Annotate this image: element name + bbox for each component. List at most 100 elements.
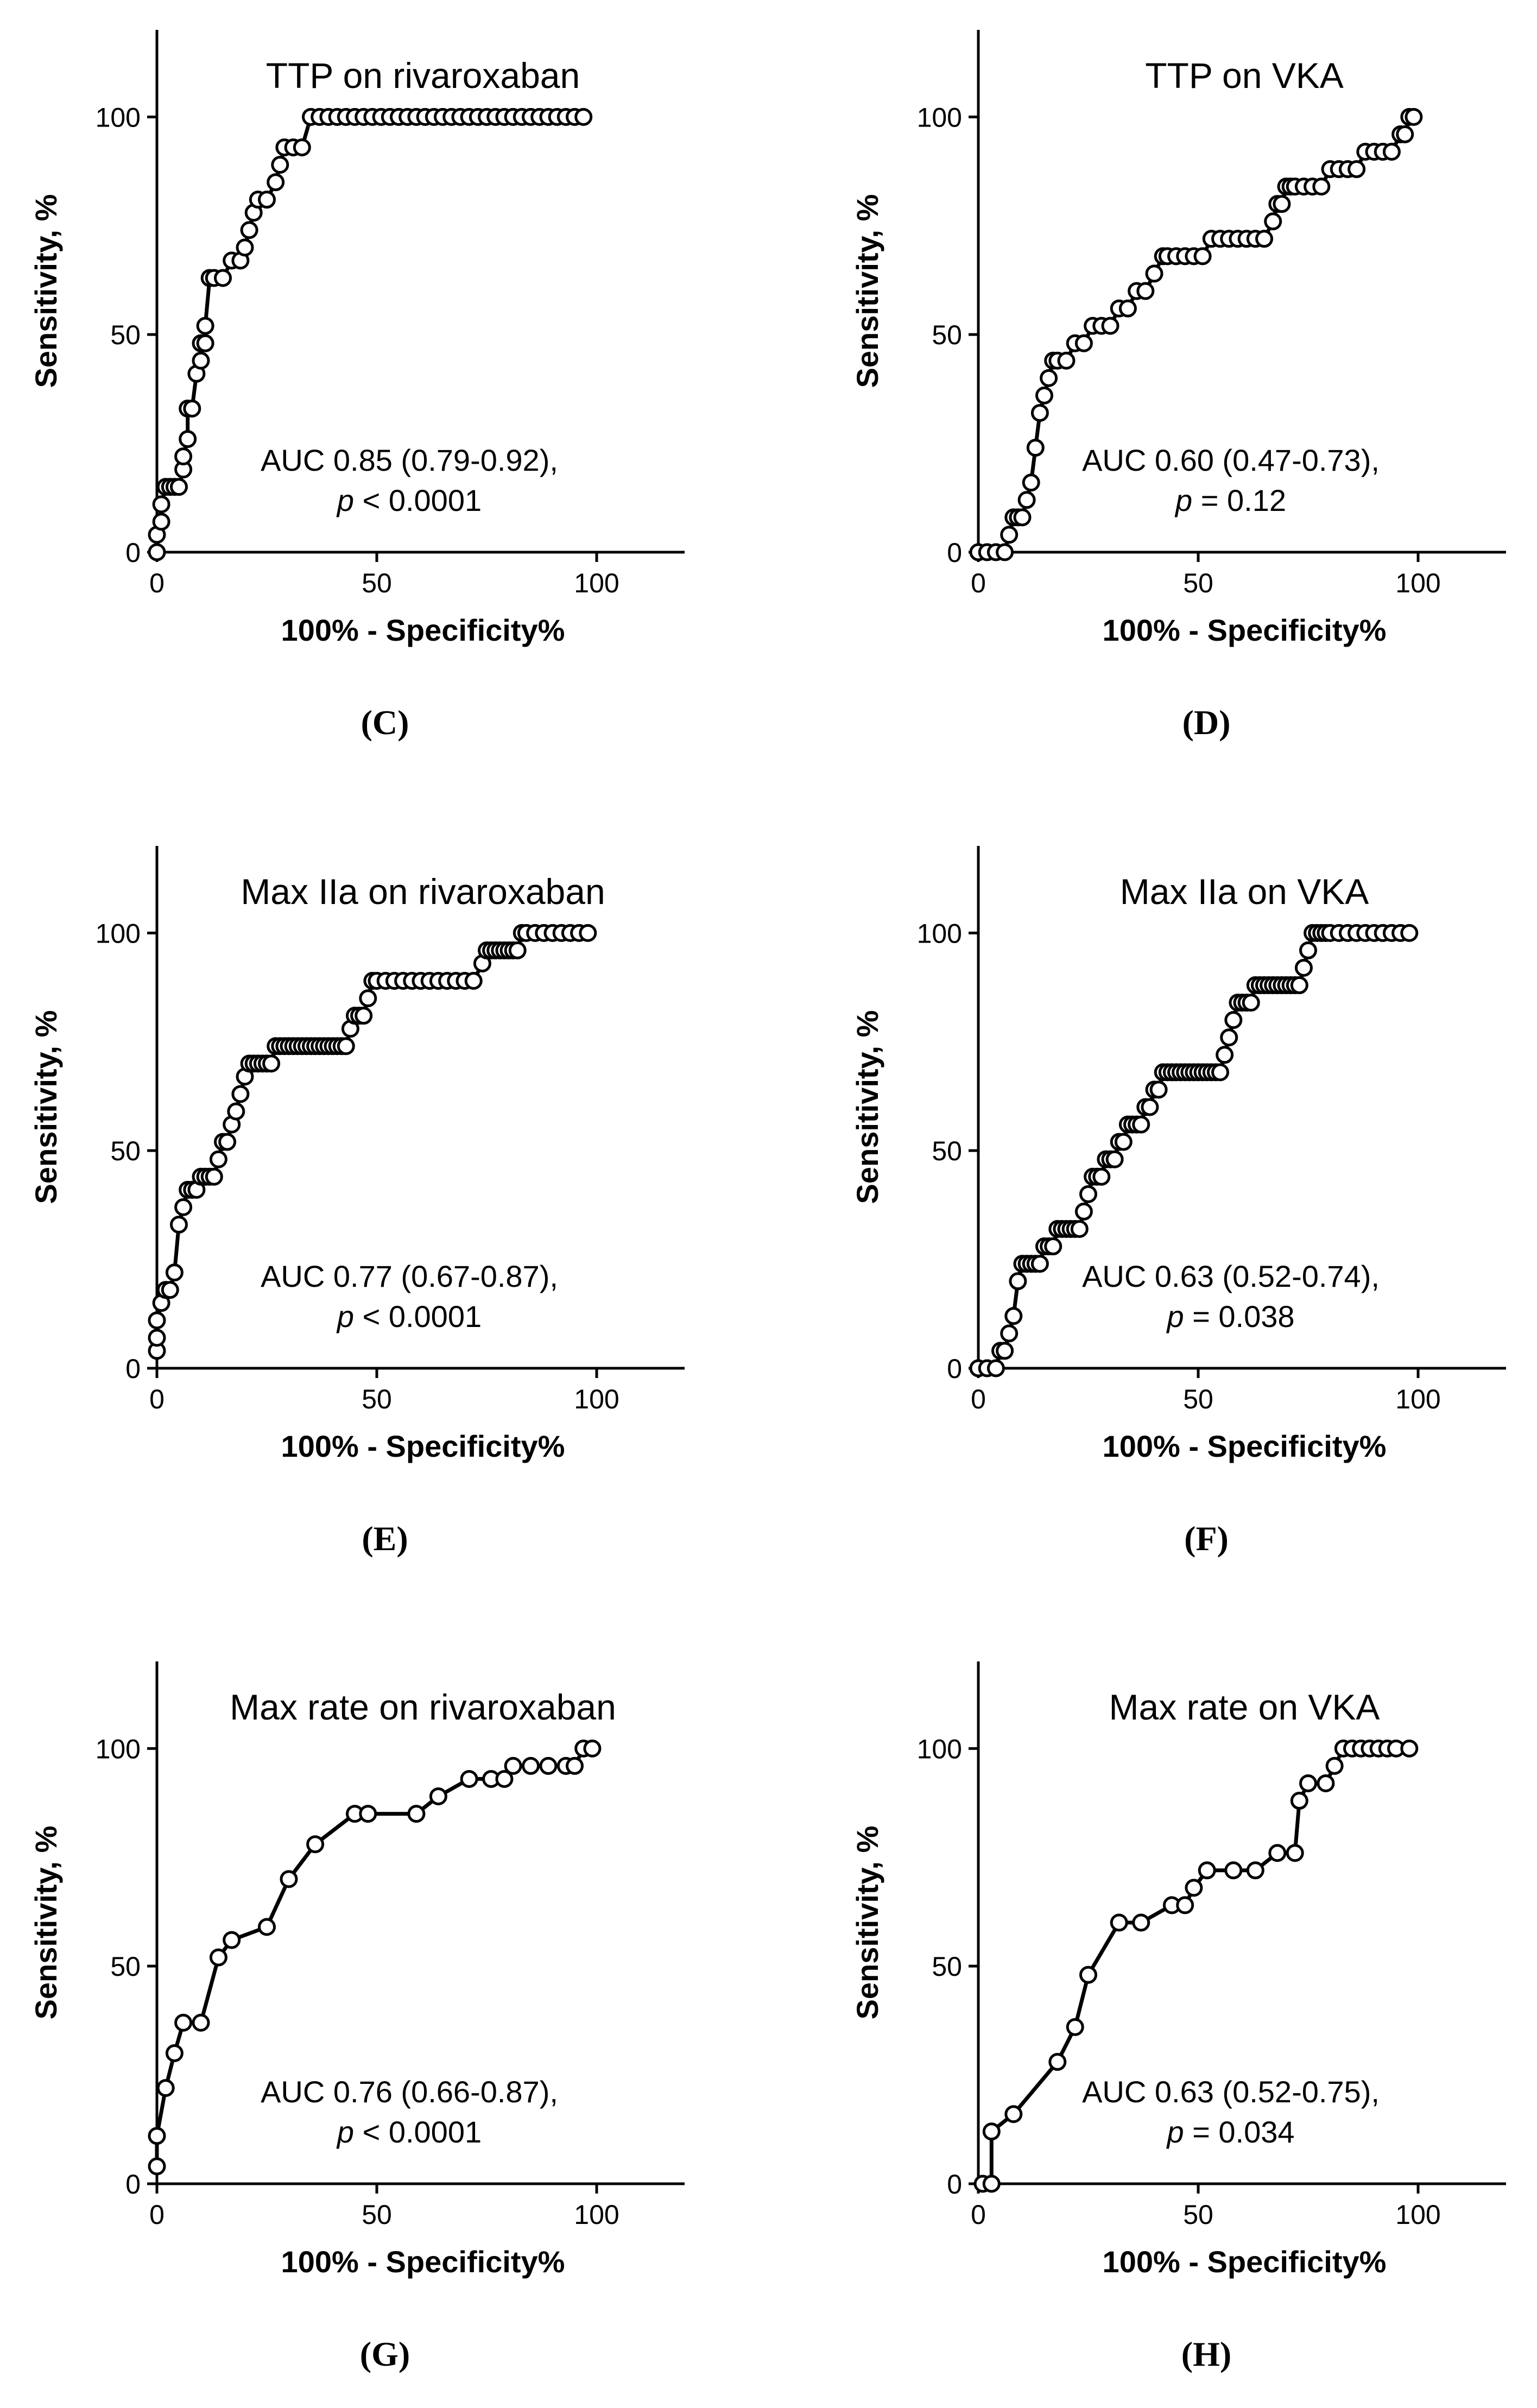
chart-5-auc-annotation: AUC 0.76 (0.66-0.87), <box>261 2075 558 2109</box>
chart-2-point-19 <box>1074 334 1093 352</box>
chart-5-point-6 <box>192 2013 210 2032</box>
chart-5-point-14 <box>407 1805 426 1823</box>
chart-5-point-25 <box>583 1739 602 1758</box>
chart-3: 0 50 100 0 50 100 Max IIa on rivaroxaban 100% -… <box>29 846 685 1558</box>
chart-6-y-axis-label: Sensitivity, % <box>850 1826 884 2020</box>
chart-2-point-61 <box>1405 108 1423 126</box>
chart-5: 0 50 100 0 50 100 Max rate on rivaroxaban 100% … <box>29 1661 685 2373</box>
chart-2-point-17 <box>1057 351 1076 370</box>
chart-4-title: Max IIa on VKA <box>1120 871 1369 912</box>
chart-2-point-26 <box>1136 282 1155 300</box>
chart-2-point-22 <box>1101 317 1119 335</box>
chart-3-point-73 <box>508 941 527 959</box>
chart-1-point-33 <box>293 138 311 156</box>
chart-1-point-28 <box>258 191 276 209</box>
chart-4-x-tick-label-50: 50 <box>1183 1384 1213 1414</box>
chart-5-point-18 <box>495 1769 514 1788</box>
chart-2-point-5 <box>1000 526 1019 544</box>
chart-4-point-7 <box>1004 1307 1023 1325</box>
chart-1-point-8 <box>170 478 188 496</box>
chart-3-point-19 <box>218 1133 237 1151</box>
chart-1-title: TTP on rivaroxaban <box>266 55 580 96</box>
chart-3-point-17 <box>209 1150 227 1168</box>
chart-6-x-tick-label-50: 50 <box>1183 2200 1213 2230</box>
chart-2-y-axis-label: Sensitivity, % <box>850 194 884 388</box>
chart-6-point-11 <box>1176 1896 1194 1914</box>
chart-4-y-tick-label-50: 50 <box>932 1136 962 1166</box>
chart-3-point-9 <box>174 1198 193 1216</box>
chart-6-x-tick-label-0: 0 <box>971 2200 986 2230</box>
chart-5-point-20 <box>522 1756 540 1775</box>
chart-5-point-9 <box>258 1918 276 1936</box>
chart-3-y-tick-label-0: 0 <box>125 1354 141 1384</box>
chart-1-panel-label: (C) <box>361 703 409 742</box>
chart-3-x-axis-label: 100% - Specificity% <box>281 1429 565 1463</box>
chart-5-y-tick-label-100: 100 <box>96 1734 141 1764</box>
chart-2-panel-label: (D) <box>1182 703 1231 742</box>
chart-3-x-tick-label-0: 0 <box>149 1384 165 1414</box>
chart-4-point-3 <box>986 1359 1005 1377</box>
chart-2-point-43 <box>1273 195 1291 213</box>
chart-1-y-axis-label: Sensitivity, % <box>29 194 63 388</box>
chart-2-point-11 <box>1026 439 1045 457</box>
chart-4-point-22 <box>1070 1219 1089 1238</box>
chart-6-point-29 <box>1400 1739 1419 1758</box>
chart-6-point-8 <box>1110 1913 1128 1932</box>
chart-1-point-24 <box>236 238 254 257</box>
chart-6-point-13 <box>1198 1861 1216 1880</box>
chart-2-x-tick-label-0: 0 <box>971 568 986 598</box>
chart-2-point-49 <box>1312 178 1331 196</box>
chart-6-point-3 <box>982 2122 1001 2141</box>
chart-6-x-axis-label: 100% - Specificity% <box>1103 2245 1387 2279</box>
chart-5-panel-label: (G) <box>360 2335 410 2373</box>
chart-2-x-axis-label: 100% - Specificity% <box>1103 613 1387 647</box>
chart-2: 0 50 100 0 50 100 TTP on VKA 100% - Specificity… <box>850 30 1506 742</box>
chart-2-title: TTP on VKA <box>1145 55 1344 96</box>
chart-6-point-6 <box>1066 2018 1084 2036</box>
chart-1-point-25 <box>240 221 258 239</box>
chart-2-p-value-annotation: p = 0.12 <box>1174 483 1286 517</box>
chart-6-point-15 <box>1246 1861 1264 1880</box>
chart-4-point-38 <box>1141 1098 1159 1116</box>
chart-2-y-tick-label-50: 50 <box>932 320 962 350</box>
chart-1-auc-annotation: AUC 0.85 (0.79-0.92), <box>261 443 558 477</box>
chart-5-point-15 <box>429 1787 447 1806</box>
chart-1-point-21 <box>214 269 232 287</box>
chart-2-point-24 <box>1118 299 1137 318</box>
chart-4-point-55 <box>1216 1046 1234 1064</box>
chart-6-point-21 <box>1325 1756 1344 1775</box>
chart-6-point-5 <box>1048 2053 1067 2071</box>
chart-3-y-axis-label: Sensitivity, % <box>29 1010 63 1204</box>
chart-4-point-8 <box>1009 1272 1027 1291</box>
chart-1-point-29 <box>267 173 285 192</box>
chart-4-p-value-annotation: p = 0.038 <box>1166 1299 1294 1333</box>
chart-1-point-4 <box>152 495 170 514</box>
chart-2-point-59 <box>1396 125 1414 143</box>
chart-2-point-14 <box>1040 369 1058 387</box>
chart-3-point-29 <box>262 1054 281 1073</box>
chart-1-p-value-annotation: p < 0.0001 <box>336 483 482 517</box>
chart-6-point-14 <box>1224 1861 1243 1880</box>
chart-1-point-15 <box>192 351 210 370</box>
chart-6-y-tick-label-50: 50 <box>932 1951 962 1982</box>
chart-3-y-tick-label-100: 100 <box>96 918 141 949</box>
chart-3-point-46 <box>337 1037 355 1056</box>
chart-4-y-tick-label-0: 0 <box>947 1354 962 1384</box>
chart-5-x-tick-label-0: 0 <box>149 2200 165 2230</box>
chart-4-point-23 <box>1074 1202 1093 1221</box>
chart-4-point-6 <box>1000 1324 1019 1343</box>
chart-2-point-8 <box>1013 508 1032 527</box>
chart-1-y-tick-label-0: 0 <box>125 538 141 568</box>
chart-6-y-tick-label-100: 100 <box>917 1734 962 1764</box>
chart-1-point-11 <box>179 430 197 448</box>
chart-4: 0 50 100 0 50 100 Max IIa on VKA 100% - Specifi… <box>850 846 1506 1558</box>
chart-4-x-tick-label-100: 100 <box>1395 1384 1440 1414</box>
chart-4-point-73 <box>1294 958 1313 977</box>
chart-5-point-11 <box>306 1835 325 1854</box>
chart-4-point-54 <box>1211 1063 1229 1082</box>
chart-3-point-16 <box>205 1167 223 1186</box>
chart-1-point-17 <box>196 334 214 352</box>
chart-2-point-12 <box>1030 403 1049 422</box>
chart-5-point-4 <box>165 2044 184 2062</box>
